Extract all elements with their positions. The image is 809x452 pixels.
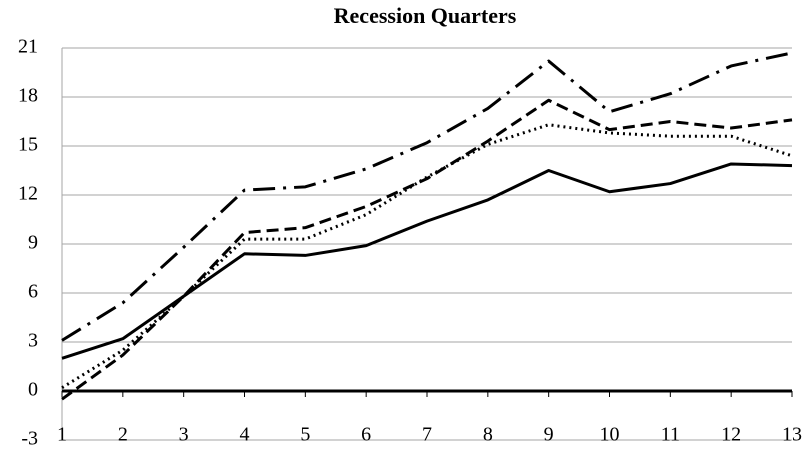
x-tick-label: 9 xyxy=(544,424,554,446)
y-tick-label: 21 xyxy=(18,36,38,58)
chart-title: Recession Quarters xyxy=(334,3,517,28)
series-line xyxy=(61,162,793,360)
x-tick-label: 10 xyxy=(600,424,620,446)
y-tick-label: -3 xyxy=(21,428,38,450)
y-tick-label: 0 xyxy=(28,379,38,401)
y-tick-label: 3 xyxy=(28,330,38,352)
x-tick-label: 11 xyxy=(661,424,680,446)
x-tick-label: 6 xyxy=(361,424,371,446)
x-tick-label: 3 xyxy=(179,424,189,446)
y-tick-label: 12 xyxy=(18,183,38,205)
x-tick-label: 13 xyxy=(782,424,802,446)
x-tick-label: 8 xyxy=(483,424,493,446)
x-tick-label: 1 xyxy=(57,424,67,446)
series-line xyxy=(61,98,793,401)
y-tick-label: 9 xyxy=(28,232,38,254)
x-tick-label: 12 xyxy=(721,424,741,446)
x-tick-label: 7 xyxy=(422,424,432,446)
y-tick-label: 18 xyxy=(18,85,38,107)
x-tick-label: 4 xyxy=(240,424,250,446)
series-line xyxy=(61,123,793,390)
y-tick-label: 6 xyxy=(28,281,38,303)
series-line xyxy=(61,51,793,342)
y-tick-label: 15 xyxy=(18,134,38,156)
x-tick-label: 2 xyxy=(118,424,128,446)
x-tick-label: 5 xyxy=(300,424,310,446)
